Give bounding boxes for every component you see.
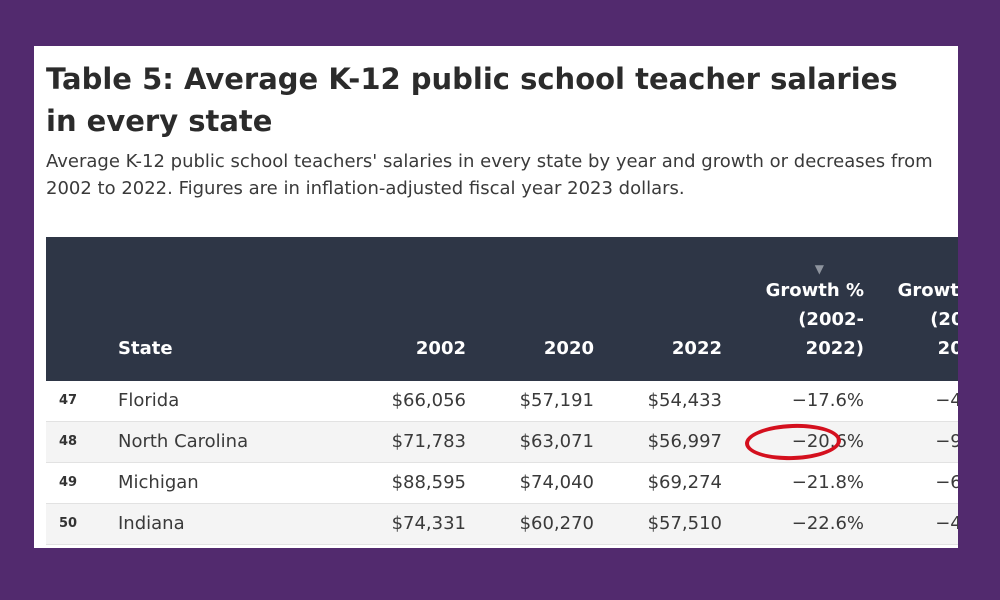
table-subtitle: Average K-12 public school teachers' sal… — [46, 151, 933, 199]
highlighted-value: −20.6% — [791, 431, 864, 452]
row-2002: $71,783 — [391, 431, 466, 452]
table-row: 47 Florida $66,056 $57,191 $54,433 −17.6… — [46, 379, 958, 421]
row-2020: $60,270 — [519, 513, 594, 534]
row-growth-2020-2022: −6.4% — [935, 472, 958, 493]
row-2022: $56,997 — [647, 431, 722, 452]
row-2020: $63,071 — [519, 431, 594, 452]
row-growth-2020-2022: −9.6% — [935, 431, 958, 452]
header-growth-2002-2022-label: Growth % (2002-2022) — [765, 280, 864, 359]
row-state: North Carolina — [118, 431, 249, 452]
header-growth-2002-2022[interactable]: ▼ Growth % (2002-2022) — [742, 237, 874, 380]
row-rank: 47 — [46, 379, 90, 421]
header-rank — [46, 237, 90, 380]
row-growth-2020-2022: −4.8% — [874, 379, 958, 421]
row-growth-2002-2022: −17.6% — [742, 379, 874, 421]
header-2022[interactable]: 2022 — [671, 338, 722, 359]
row-2022: $57,510 — [647, 513, 722, 534]
header-growth-2020-2022[interactable]: Growth % (2020-2022) — [897, 280, 958, 359]
table-header-row: State 2002 2020 2022 ▼ Growth % (2002-20… — [46, 237, 958, 380]
sort-descending-icon: ▼ — [814, 262, 824, 276]
table-row: 50 Indiana $74,331 $60,270 $57,510 −22.6… — [46, 503, 958, 544]
row-2002: $74,331 — [391, 513, 466, 534]
row-rank: 49 — [58, 475, 78, 490]
article-card: Table 5: Average K-12 public school teac… — [34, 46, 958, 548]
row-state: Michigan — [118, 472, 199, 493]
row-growth-2002-2022: −20.6% — [742, 421, 874, 462]
row-growth-2002-2022: −21.8% — [791, 472, 864, 493]
header-2002[interactable]: 2002 — [415, 338, 466, 359]
row-2002: $88,595 — [391, 472, 466, 493]
row-state: Florida — [90, 379, 358, 421]
row-2020: $74,040 — [519, 472, 594, 493]
row-2022: $54,433 — [614, 379, 742, 421]
table-title: Table 5: Average K-12 public school teac… — [46, 62, 898, 138]
row-growth-2020-2022: −4.6% — [935, 513, 958, 534]
row-state: Indiana — [118, 513, 185, 534]
table-row: 49 Michigan $88,595 $74,040 $69,274 −21.… — [46, 462, 958, 503]
row-2002: $66,056 — [358, 379, 486, 421]
header-2020[interactable]: 2020 — [543, 338, 594, 359]
row-rank: 48 — [58, 434, 78, 449]
row-2020: $57,191 — [486, 379, 614, 421]
table-row: 48 North Carolina $71,783 $63,071 $56,99… — [46, 421, 958, 462]
header-state[interactable]: State — [118, 338, 173, 359]
row-growth-2002-2022: −22.6% — [791, 513, 864, 534]
salary-table: State 2002 2020 2022 ▼ Growth % (2002-20… — [46, 237, 958, 545]
row-2022: $69,274 — [647, 472, 722, 493]
row-rank: 50 — [58, 516, 78, 531]
